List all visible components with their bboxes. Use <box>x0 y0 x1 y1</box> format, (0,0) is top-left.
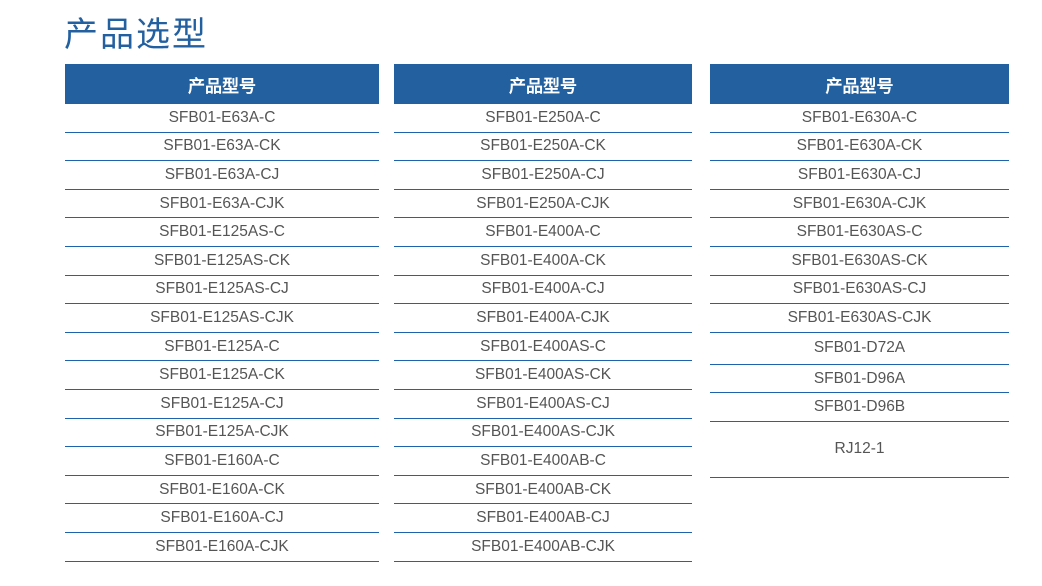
table-row: SFB01-E250A-C <box>394 104 692 133</box>
table-row: SFB01-E400A-CK <box>394 247 692 276</box>
table-row: SFB01-E400AS-CK <box>394 361 692 390</box>
table-row: SFB01-D72A <box>710 333 1009 365</box>
product-table-1: 产品型号 SFB01-E63A-C SFB01-E63A-CK SFB01-E63A-… <box>65 64 379 562</box>
table-row: SFB01-E160A-CJ <box>65 504 379 533</box>
table-row: SFB01-E125A-CJK <box>65 419 379 448</box>
table-row: SFB01-E250A-CJK <box>394 190 692 219</box>
table-row: SFB01-E250A-CK <box>394 133 692 162</box>
table-row: SFB01-E400A-CJK <box>394 304 692 333</box>
table-header: 产品型号 <box>394 64 692 104</box>
table-row: SFB01-E250A-CJ <box>394 161 692 190</box>
table-row: SFB01-E400AB-CK <box>394 476 692 505</box>
table-header: 产品型号 <box>710 64 1009 104</box>
table-row: SFB01-E125A-CJ <box>65 390 379 419</box>
table-row: SFB01-D96A <box>710 365 1009 394</box>
table-row: SFB01-E160A-C <box>65 447 379 476</box>
table-row: SFB01-E400AB-CJK <box>394 533 692 562</box>
table-row: SFB01-E630AS-CJK <box>710 304 1009 333</box>
table-row: SFB01-E400AB-CJ <box>394 504 692 533</box>
table-row: SFB01-E125AS-CJ <box>65 276 379 305</box>
table-row: SFB01-E400AS-C <box>394 333 692 362</box>
table-row: SFB01-E630AS-CK <box>710 247 1009 276</box>
table-row: SFB01-E63A-CJK <box>65 190 379 219</box>
table-row: SFB01-E630AS-C <box>710 218 1009 247</box>
table-row: SFB01-E630AS-CJ <box>710 276 1009 305</box>
table-row: SFB01-E630A-CJK <box>710 190 1009 219</box>
table-row: SFB01-E63A-C <box>65 104 379 133</box>
page-title: 产品选型 <box>64 15 208 55</box>
table-row: SFB01-E125AS-CJK <box>65 304 379 333</box>
product-table-2: 产品型号 SFB01-E250A-C SFB01-E250A-CK SFB01-E25… <box>394 64 692 562</box>
table-row: SFB01-E160A-CJK <box>65 533 379 562</box>
table-row: SFB01-E400A-CJ <box>394 276 692 305</box>
table-row: SFB01-E63A-CK <box>65 133 379 162</box>
table-row: SFB01-E400AB-C <box>394 447 692 476</box>
table-row: SFB01-E400AS-CJ <box>394 390 692 419</box>
table-row: SFB01-E125AS-CK <box>65 247 379 276</box>
table-row: SFB01-E125A-C <box>65 333 379 362</box>
table-row: SFB01-E400A-C <box>394 218 692 247</box>
table-row: SFB01-E400AS-CJK <box>394 419 692 448</box>
table-row: RJ12-1 <box>710 422 1009 478</box>
table-row: SFB01-E630A-CJ <box>710 161 1009 190</box>
table-row: SFB01-E630A-CK <box>710 133 1009 162</box>
table-row: SFB01-E160A-CK <box>65 476 379 505</box>
table-row: SFB01-E630A-C <box>710 104 1009 133</box>
table-header: 产品型号 <box>65 64 379 104</box>
table-row: SFB01-E125A-CK <box>65 361 379 390</box>
table-row: SFB01-E63A-CJ <box>65 161 379 190</box>
table-row: SFB01-E125AS-C <box>65 218 379 247</box>
table-row: SFB01-D96B <box>710 393 1009 422</box>
product-table-3: 产品型号 SFB01-E630A-C SFB01-E630A-CK SFB01-E63… <box>710 64 1009 478</box>
